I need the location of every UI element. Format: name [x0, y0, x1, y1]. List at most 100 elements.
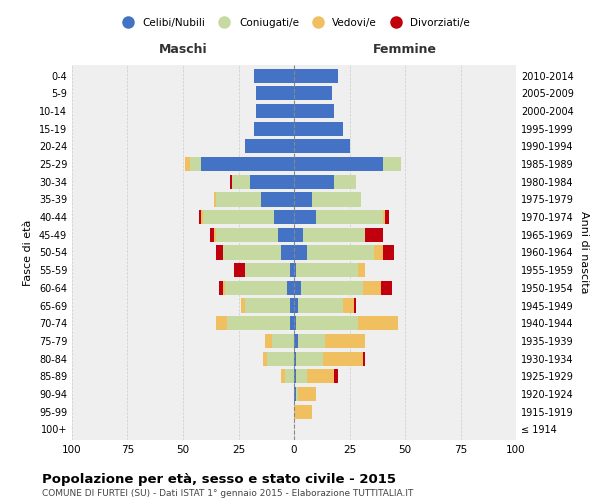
Bar: [296, 387, 298, 401]
Bar: [334, 369, 338, 384]
Bar: [223, 281, 225, 295]
Bar: [294, 404, 312, 419]
Bar: [294, 86, 332, 101]
Bar: [298, 334, 325, 348]
Legend: Celibi/Nubili, Coniugati/e, Vedovi/e, Divorziati/e: Celibi/Nubili, Coniugati/e, Vedovi/e, Di…: [113, 14, 475, 32]
Bar: [272, 334, 294, 348]
Bar: [294, 334, 298, 348]
Y-axis label: Fasce di età: Fasce di età: [23, 220, 33, 286]
Bar: [363, 352, 365, 366]
Bar: [201, 210, 203, 224]
Bar: [294, 298, 298, 312]
Bar: [316, 210, 383, 224]
Bar: [294, 281, 301, 295]
Bar: [216, 316, 227, 330]
Bar: [294, 192, 312, 206]
Bar: [354, 298, 356, 312]
Bar: [294, 210, 316, 224]
Bar: [296, 369, 307, 384]
Bar: [260, 192, 294, 206]
Bar: [294, 122, 343, 136]
Bar: [254, 68, 294, 82]
Bar: [296, 352, 323, 366]
Bar: [225, 281, 287, 295]
Bar: [294, 157, 383, 171]
Bar: [263, 352, 268, 366]
Bar: [234, 263, 245, 278]
Bar: [218, 281, 223, 295]
Bar: [290, 316, 294, 330]
Bar: [294, 387, 296, 401]
Bar: [294, 352, 296, 366]
Bar: [290, 263, 294, 278]
Bar: [323, 352, 363, 366]
Bar: [343, 298, 354, 312]
Bar: [294, 104, 334, 118]
Bar: [274, 210, 294, 224]
Bar: [290, 298, 294, 312]
Bar: [303, 228, 365, 242]
Bar: [298, 298, 343, 312]
Bar: [296, 316, 358, 330]
Bar: [216, 228, 278, 242]
Bar: [214, 192, 217, 206]
Bar: [294, 369, 296, 384]
Bar: [301, 281, 363, 295]
Bar: [201, 157, 294, 171]
Bar: [365, 228, 383, 242]
Bar: [227, 316, 290, 330]
Bar: [358, 263, 365, 278]
Bar: [358, 316, 398, 330]
Bar: [307, 246, 374, 260]
Bar: [232, 174, 250, 189]
Bar: [294, 140, 349, 153]
Bar: [307, 369, 334, 384]
Bar: [287, 281, 294, 295]
Bar: [294, 68, 338, 82]
Bar: [209, 228, 214, 242]
Bar: [294, 174, 334, 189]
Bar: [281, 369, 285, 384]
Bar: [256, 104, 294, 118]
Bar: [334, 174, 356, 189]
Bar: [298, 387, 316, 401]
Bar: [254, 122, 294, 136]
Bar: [203, 210, 274, 224]
Text: COMUNE DI FURTEI (SU) - Dati ISTAT 1° gennaio 2015 - Elaborazione TUTTITALIA.IT: COMUNE DI FURTEI (SU) - Dati ISTAT 1° ge…: [42, 489, 413, 498]
Bar: [383, 246, 394, 260]
Bar: [216, 246, 223, 260]
Bar: [241, 298, 245, 312]
Bar: [230, 174, 232, 189]
Bar: [214, 228, 217, 242]
Bar: [265, 334, 272, 348]
Bar: [294, 316, 296, 330]
Bar: [223, 246, 281, 260]
Bar: [363, 281, 380, 295]
Y-axis label: Anni di nascita: Anni di nascita: [579, 211, 589, 294]
Text: Maschi: Maschi: [158, 43, 208, 56]
Bar: [185, 157, 190, 171]
Bar: [199, 210, 201, 224]
Bar: [383, 157, 401, 171]
Bar: [294, 263, 296, 278]
Bar: [383, 210, 385, 224]
Bar: [325, 334, 365, 348]
Bar: [216, 192, 260, 206]
Text: Popolazione per età, sesso e stato civile - 2015: Popolazione per età, sesso e stato civil…: [42, 472, 396, 486]
Bar: [278, 228, 294, 242]
Bar: [374, 246, 383, 260]
Bar: [250, 174, 294, 189]
Bar: [281, 246, 294, 260]
Bar: [245, 263, 290, 278]
Bar: [245, 298, 290, 312]
Bar: [294, 228, 303, 242]
Bar: [296, 263, 358, 278]
Bar: [385, 210, 389, 224]
Bar: [312, 192, 361, 206]
Bar: [245, 140, 294, 153]
Bar: [190, 157, 201, 171]
Bar: [256, 86, 294, 101]
Bar: [285, 369, 294, 384]
Bar: [268, 352, 294, 366]
Bar: [294, 246, 307, 260]
